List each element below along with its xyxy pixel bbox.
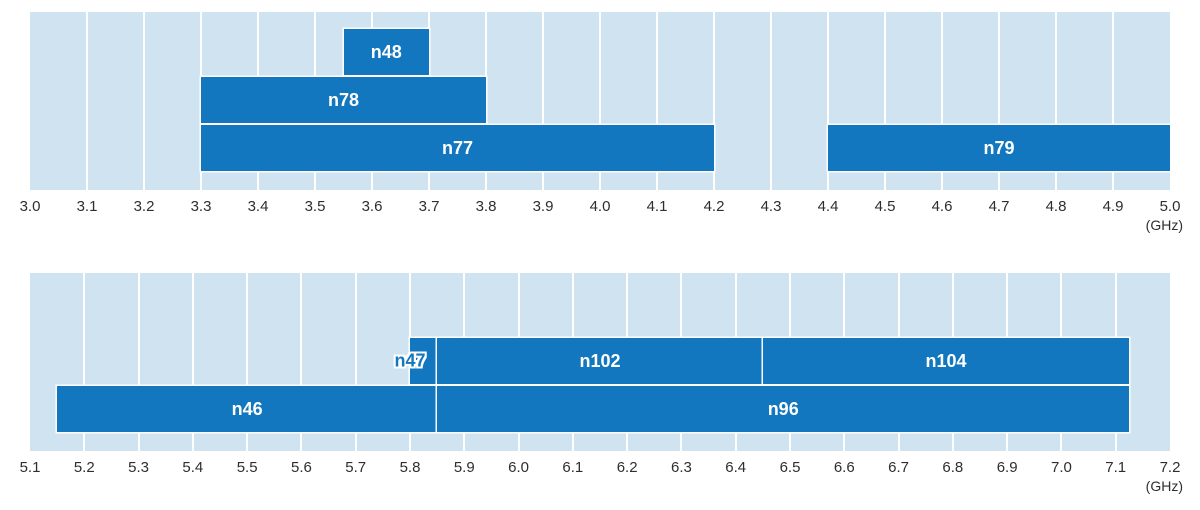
band-bar-n77: n77 [201, 125, 714, 171]
axis-tick-label: 3.6 [361, 198, 383, 215]
band-bar-n47: n47 [394, 338, 438, 384]
axis-tick-label: 5.2 [73, 459, 95, 476]
axis-tick-label: 4.9 [1102, 198, 1124, 215]
band-bar-n96: n96 [437, 386, 1130, 432]
axis-tick-label: 3.0 [19, 198, 41, 215]
axis-tick-label: 3.8 [475, 198, 497, 215]
axis-tick-label: 6.5 [779, 459, 801, 476]
axis-tick-label: 4.0 [589, 198, 611, 215]
plot-area-3-to-5-ghz: n48 n78 n77 n79 [30, 12, 1170, 190]
grid-line [599, 12, 601, 190]
grid-line [83, 273, 86, 451]
axis-tick-label: 6.8 [942, 459, 964, 476]
axis-tick-label: 4.3 [760, 198, 782, 215]
band-bar-n48: n48 [343, 29, 429, 75]
axis-tick-label: 3.3 [190, 198, 212, 215]
axis-tick-label: 4.4 [817, 198, 839, 215]
band-bar-n78: n78 [201, 77, 486, 123]
band-label-n47: n47 [394, 350, 426, 371]
grid-line [713, 12, 715, 190]
axis-tick-label: 6.6 [833, 459, 855, 476]
axis-tick-label: 5.6 [290, 459, 312, 476]
grid-line [485, 12, 487, 190]
grid-line [998, 12, 1000, 190]
axis-tick-label: 4.7 [988, 198, 1010, 215]
axis-tick-label: 3.7 [418, 198, 440, 215]
axis-tick-label: 3.5 [304, 198, 326, 215]
axis-tick-label: 6.2 [616, 459, 638, 476]
band-label-n46: n46 [231, 398, 263, 419]
band-label-n78: n78 [327, 89, 360, 110]
band-bar-n46: n46 [57, 386, 438, 432]
axis-unit-label: (GHz) [1145, 217, 1183, 233]
axis-tick-label: 7.1 [1105, 459, 1127, 476]
axis-tick-label: 3.9 [532, 198, 554, 215]
axis-tick-label: 4.8 [1045, 198, 1067, 215]
axis-tick-label: 6.7 [888, 459, 909, 476]
band-chart-3-to-5-ghz: n48 n78 n77 n79 (GHz) 3.0 3.1 3.2 3.3 3.4 3.5 3.6… [20, 12, 1183, 244]
grid-line [1055, 12, 1057, 190]
axis-tick-label: 4.1 [646, 198, 668, 215]
axis-tick-label: 5.9 [453, 459, 475, 476]
band-bar-n102: n102 [437, 338, 763, 384]
axis-tick-label: 6.3 [670, 459, 692, 476]
axis-tick-label: 5.8 [399, 459, 421, 476]
axis-tick-label: 5.5 [236, 459, 258, 476]
axis-tick-label: 3.4 [247, 198, 269, 215]
axis-tick-label: 6.0 [508, 459, 529, 476]
band-label-n48: n48 [370, 41, 402, 62]
band-bar-n104: n104 [762, 338, 1130, 384]
grid-line [137, 273, 140, 451]
grid-line [300, 273, 303, 451]
axis-tick-label: 5.1 [19, 459, 41, 476]
band-bar-n79: n79 [828, 125, 1170, 171]
band-label-n96: n96 [767, 398, 799, 419]
band-label-n104: n104 [925, 350, 967, 371]
grid-line [143, 12, 145, 190]
axis-tick-label: 4.5 [874, 198, 896, 215]
band-chart-5-to-7-ghz: n47 n102 n104 n46 n96 (GHz) 5.1 5.2 5.3 5.4 5.5 5… [20, 273, 1183, 505]
grid-line [191, 273, 194, 451]
grid-line [941, 12, 943, 190]
grid-line [884, 12, 886, 190]
axis-tick-label: 3.2 [133, 198, 155, 215]
axis-tick-label: 5.0 [1159, 198, 1181, 215]
axis-unit-label: (GHz) [1145, 478, 1183, 494]
axis-tick-label: 5.3 [128, 459, 149, 476]
axis-tick-label: 7.2 [1159, 459, 1181, 476]
axis-tick-label: 3.1 [76, 198, 98, 215]
axis-tick-label: 4.2 [703, 198, 725, 215]
axis-tick-label: 5.7 [345, 459, 367, 476]
band-label-n79: n79 [983, 137, 1015, 158]
axis-tick-label: 5.4 [182, 459, 204, 476]
band-label-n102: n102 [579, 350, 621, 371]
axis-tick-label: 6.1 [562, 459, 584, 476]
axis-tick-label: 4.6 [931, 198, 953, 215]
grid-line [827, 12, 829, 190]
band-label-n77: n77 [441, 137, 474, 158]
grid-line [770, 12, 772, 190]
grid-line [246, 273, 249, 451]
axis-tick-label: 6.4 [725, 459, 747, 476]
grid-line [542, 12, 544, 190]
grid-line [354, 273, 357, 451]
grid-line [1112, 12, 1114, 190]
axis-tick-label: 6.9 [996, 459, 1018, 476]
grid-line [86, 12, 88, 190]
axis-tick-label: 7.0 [1050, 459, 1072, 476]
plot-area-5-to-7-ghz: n47 n102 n104 n46 n96 [30, 273, 1170, 451]
grid-line [656, 12, 658, 190]
